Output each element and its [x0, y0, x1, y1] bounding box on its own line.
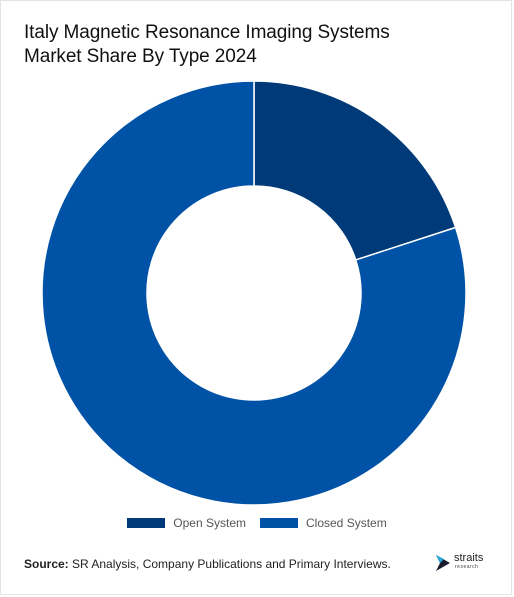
legend-swatch-closed-system — [260, 518, 298, 528]
chart-legend: Open System Closed System — [0, 516, 514, 530]
source-prefix: Source: — [24, 557, 69, 571]
donut-slice-open-system — [253, 80, 457, 261]
title-line-1: Italy Magnetic Resonance Imaging Systems — [24, 22, 390, 43]
source-text: SR Analysis, Company Publications and Pr… — [68, 557, 391, 571]
legend-label-closed-system: Closed System — [306, 516, 387, 530]
donut-slice-closed-system — [41, 80, 467, 506]
chart-title: Italy Magnetic Resonance Imaging Systems… — [24, 21, 484, 69]
logo-sub: research — [455, 564, 479, 570]
title-line-2: Market Share By Type 2024 — [24, 46, 257, 67]
legend-label-open-system: Open System — [173, 516, 246, 530]
logo-mark-icon — [436, 555, 450, 571]
legend-item-open-system: Open System — [127, 516, 246, 530]
legend-item-closed-system: Closed System — [260, 516, 387, 530]
straits-research-logo: straits research — [435, 552, 495, 574]
legend-swatch-open-system — [127, 518, 166, 528]
logo-name: straits — [454, 552, 484, 564]
source-note: Source: SR Analysis, Company Publication… — [24, 557, 391, 571]
